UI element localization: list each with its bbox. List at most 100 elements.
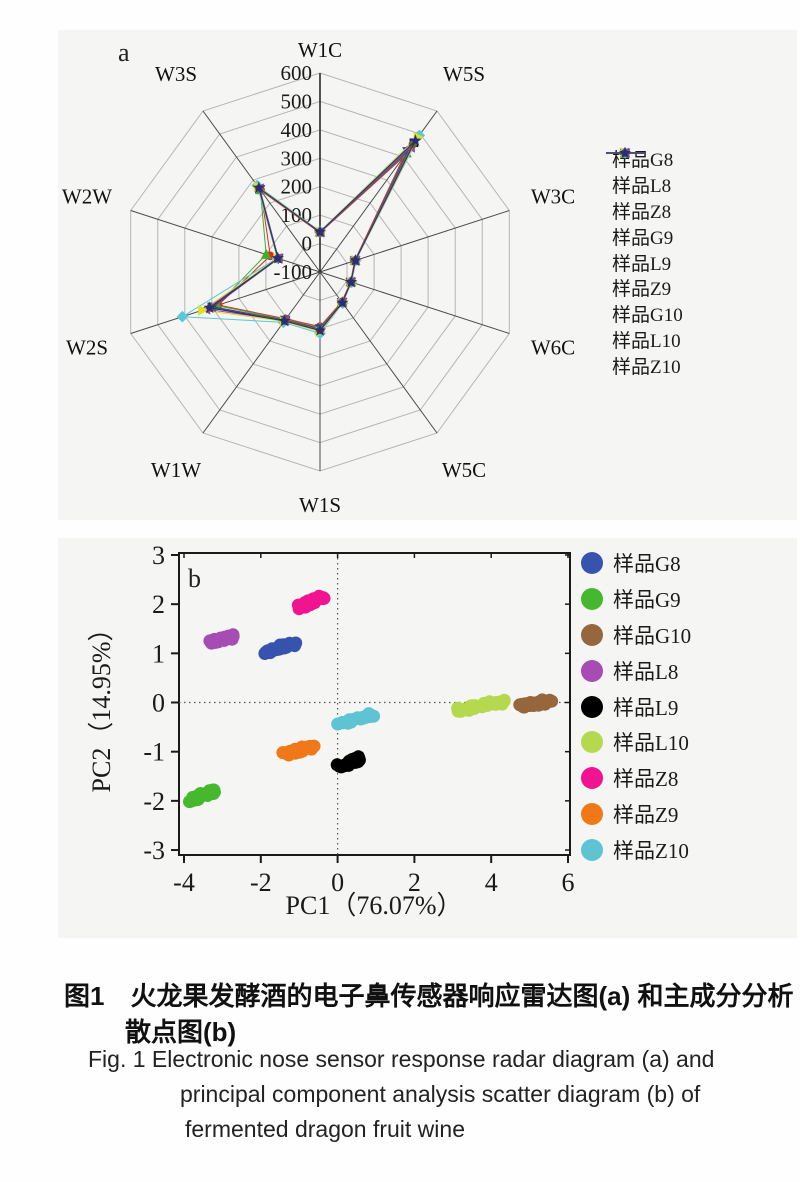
scatter-y-tick-label: 2 xyxy=(152,590,165,619)
scatter-legend-label: 样品Z10 xyxy=(613,839,689,864)
scatter-legend-dot xyxy=(581,695,603,718)
radar-spoke xyxy=(319,210,510,273)
radar-axis-label: W1S xyxy=(299,493,341,517)
scatter-legend-item: 样品Z9 xyxy=(581,796,691,832)
radar-axis-label: W2W xyxy=(62,184,112,208)
radar-legend-item: 样品Z10 xyxy=(604,146,683,378)
scatter-legend-dot xyxy=(581,803,603,826)
scatter-legend-dot xyxy=(581,767,603,790)
scatter-point xyxy=(307,739,321,753)
scatter-x-tick-label: 2 xyxy=(408,868,421,897)
scatter-point xyxy=(365,709,379,723)
scatter-point xyxy=(316,591,330,605)
scatter-x-tick-label: 4 xyxy=(485,868,498,897)
radar-legend-marker xyxy=(606,146,644,159)
scatter-point xyxy=(497,693,511,707)
radar-spoke xyxy=(130,210,321,273)
scatter-legend-item: 样品Z8 xyxy=(581,760,691,796)
scatter-y-tick-label: -1 xyxy=(143,738,165,767)
scatter-point xyxy=(289,636,303,650)
scatter-legend-label: 样品G9 xyxy=(613,587,681,612)
radar-legend-item: 样品G10 xyxy=(604,147,683,327)
caption-zh-line2: 散点图(b) xyxy=(125,1017,237,1047)
scatter-panel: -4 -2 0 2 4 6 3 2 1 0 -1 -2 -3 PC1（76.07%） PC2（14.95%）… xyxy=(58,538,797,938)
radar-axis-label: W5S xyxy=(443,62,485,86)
scatter-legend-label: 样品L9 xyxy=(613,695,679,720)
radar-legend-item: 样品L10 xyxy=(604,148,683,353)
radar-legend-label: 样品L10 xyxy=(612,330,681,352)
scatter-legend-item: 样品L8 xyxy=(581,653,691,689)
scatter-point xyxy=(352,752,366,766)
scatter-legend-dot xyxy=(581,551,603,574)
radar-tick-label: 500 xyxy=(281,89,313,113)
caption-zh-line1: 图1 火龙果发酵酒的电子鼻传感器响应雷达图(a) 和主成分分析 xyxy=(64,981,794,1011)
caption-en-line2: principal component analysis scatter dia… xyxy=(180,1081,701,1107)
radar-legend-item: 样品G9 xyxy=(604,148,683,249)
radar-legend-item: 样品L9 xyxy=(604,147,683,275)
scatter-x-tick-label: -4 xyxy=(173,868,195,897)
radar-tick-label: 400 xyxy=(281,118,313,142)
radar-legend-label: 样品L9 xyxy=(612,253,672,275)
scatter-legend-label: 样品L8 xyxy=(613,659,679,684)
scatter-point xyxy=(545,694,559,708)
radar-legend-item: 样品Z8 xyxy=(604,147,683,224)
scatter-y-tick-label: 0 xyxy=(152,689,165,718)
radar-axis-label: W1C xyxy=(298,38,342,62)
radar-legend-label: 样品L8 xyxy=(612,176,672,198)
scatter-legend-dot xyxy=(581,839,603,862)
radar-axis-label: W2S xyxy=(66,336,108,360)
scatter-y-axis-title: PC2（14.95%） xyxy=(87,616,116,793)
radar-tick-label: 600 xyxy=(281,61,313,85)
radar-tick-label: -100 xyxy=(274,260,313,284)
scatter-y-tick-label: -3 xyxy=(143,836,165,865)
scatter-x-tick-label: 6 xyxy=(562,868,575,897)
panel-b-label: b xyxy=(188,564,201,593)
scatter-point xyxy=(207,785,221,799)
scatter-y-tick-label: -2 xyxy=(143,787,165,816)
scatter-legend-dot xyxy=(581,731,603,754)
radar-axis-label: W5C xyxy=(442,458,486,482)
panel-a-label: a xyxy=(118,38,130,67)
scatter-y-tick-label: 3 xyxy=(152,541,165,570)
radar-tick-label: 0 xyxy=(302,232,313,256)
scatter-y-tick-label: 1 xyxy=(152,639,165,668)
scatter-x-tick-label: -2 xyxy=(250,868,272,897)
radar-axis-label: W3C xyxy=(531,184,575,208)
scatter-legend-dot xyxy=(581,659,603,682)
radar-spoke xyxy=(202,271,321,434)
radar-legend-label: 样品G9 xyxy=(612,227,674,249)
radar-spoke xyxy=(130,271,321,334)
scatter-legend-item: 样品G10 xyxy=(581,617,691,653)
radar-legend-item: 样品Z9 xyxy=(604,147,683,301)
radar-axis-label: W6C xyxy=(531,336,575,360)
scatter-legend-dot xyxy=(581,587,603,610)
scatter-legend-label: 样品Z9 xyxy=(613,803,679,828)
radar-legend-label: 样品Z8 xyxy=(612,202,672,223)
scatter-plot-border xyxy=(178,552,571,856)
scatter-legend-item: 样品L10 xyxy=(581,724,691,760)
radar-legend-label: 样品G10 xyxy=(612,305,683,327)
radar-chart: 6005004003002001000-100W1CW5SW3CW6CW5CW1… xyxy=(62,38,575,517)
scatter-legend-item: 样品L9 xyxy=(581,689,691,725)
radar-legend-item: 样品L8 xyxy=(604,148,683,198)
caption-en-line3: fermented dragon fruit wine xyxy=(185,1116,465,1142)
radar-legend-label: 样品Z9 xyxy=(612,279,672,301)
scatter-legend-dot xyxy=(581,623,603,646)
radar-axis-label: W1W xyxy=(151,458,201,482)
scatter-legend-label: 样品Z8 xyxy=(613,767,679,792)
scatter-legend-label: 样品G10 xyxy=(613,623,692,648)
caption-en-line1: Fig. 1 Electronic nose sensor response r… xyxy=(88,1046,715,1072)
scatter-legend-item: 样品G8 xyxy=(581,545,691,581)
radar-legend: 样品G8 样品L8 样品Z8 样品G9 样品L9 样品Z9 样品G10 样品L1… xyxy=(604,146,683,378)
scatter-legend-label: 样品L10 xyxy=(613,731,689,756)
radar-tick-label: 200 xyxy=(281,175,313,199)
scatter-point xyxy=(226,628,240,642)
scatter-legend-label: 样品G8 xyxy=(613,551,681,576)
radar-axis-label: W3S xyxy=(155,62,197,86)
scatter-legend-item: 样品G9 xyxy=(581,581,691,617)
scatter-legend: 样品G8 样品G9 样品G10 样品L8 样品L9 样品L10 样品Z8 样品Z… xyxy=(581,545,691,868)
scatter-x-axis-title: PC1（76.07%） xyxy=(286,891,463,920)
scatter-legend-item: 样品Z10 xyxy=(581,832,691,868)
scatter-x-tick-label: 0 xyxy=(331,868,344,897)
